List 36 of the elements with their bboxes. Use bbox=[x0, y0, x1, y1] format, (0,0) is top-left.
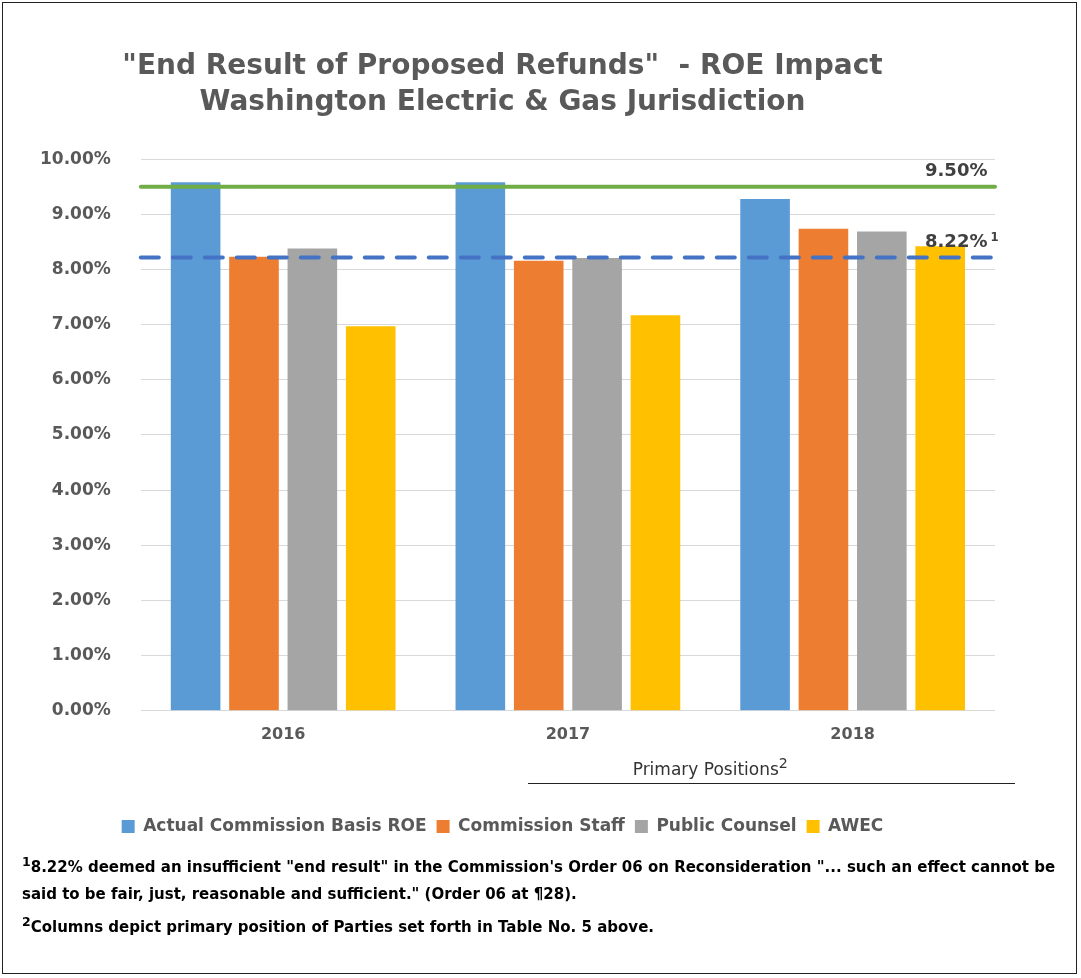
bar bbox=[915, 246, 965, 711]
bar bbox=[513, 260, 564, 711]
text: Primary Positions$^{2}$ bbox=[632, 754, 788, 779]
y-tick-label: 6.00% bbox=[51, 368, 111, 389]
y-tick-label: 10.00% bbox=[39, 147, 111, 168]
bar bbox=[857, 231, 907, 711]
legend-label: Public Counsel bbox=[656, 814, 797, 835]
bar bbox=[455, 182, 506, 711]
legend-label: AWEC bbox=[828, 814, 884, 835]
y-tick-label: 5.00% bbox=[51, 423, 111, 444]
chart-title: "End Result of Proposed Refunds" - ROE Impact bbox=[122, 48, 883, 82]
ref-line-label: 9.50% bbox=[925, 159, 988, 181]
legend-label: Commission Staff bbox=[458, 814, 626, 835]
bar bbox=[572, 257, 622, 711]
y-tick-label: 9.00% bbox=[51, 202, 111, 223]
x-tick-label: 2018 bbox=[830, 723, 875, 743]
bar bbox=[345, 326, 396, 711]
y-tick-label: 2.00% bbox=[51, 588, 111, 609]
y-tick-label: 3.00% bbox=[51, 533, 111, 554]
bar bbox=[630, 315, 681, 711]
bar bbox=[740, 198, 790, 711]
text: $^{2}$Columns depict primary position of Parties set forth in Table No. 5 above. bbox=[22, 913, 655, 938]
y-tick-label: 7.00% bbox=[51, 313, 111, 334]
y-tick-label: 0.00% bbox=[51, 699, 111, 720]
bar bbox=[798, 228, 849, 711]
y-tick-label: 1.00% bbox=[51, 644, 111, 665]
bar bbox=[287, 248, 338, 711]
y-tick-label: 8.00% bbox=[51, 257, 111, 278]
y-tick-label: 4.00% bbox=[51, 478, 111, 499]
bar bbox=[229, 256, 279, 711]
x-tick-label: 2017 bbox=[545, 723, 591, 743]
legend-label: Actual Commission Basis ROE bbox=[143, 814, 427, 835]
chart-subtitle: Washington Electric & Gas Jurisdiction bbox=[199, 83, 806, 117]
x-tick-label: 2016 bbox=[260, 723, 306, 743]
bar bbox=[170, 182, 221, 711]
text: $^{1}$8.22% deemed an insufficient "end result" in the Commission's Order 06 on Reconsideration "... such an effect cannot be said to be fair, just, reasonable and sufficient." (Order 06 at ¶28). bbox=[22, 853, 1057, 905]
